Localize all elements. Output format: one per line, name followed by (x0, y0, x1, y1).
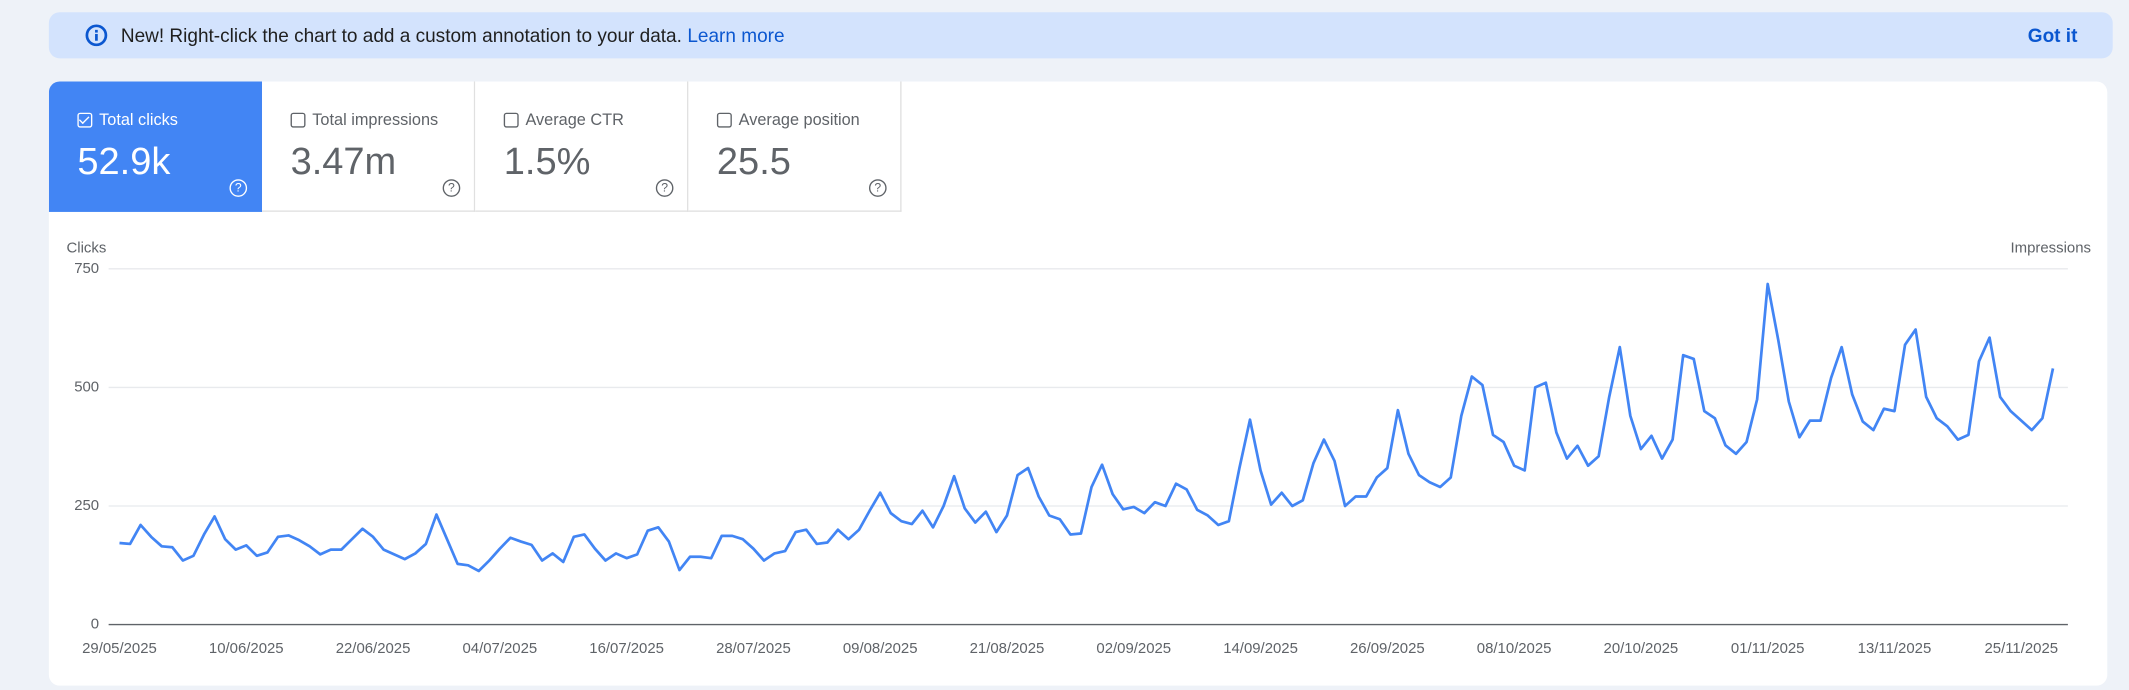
x-tick-label: 04/07/2025 (462, 640, 537, 657)
x-tick-label: 26/09/2025 (1350, 640, 1425, 657)
metric-label: Average position (738, 109, 860, 129)
banner-message: New! Right-click the chart to add a cust… (121, 24, 785, 46)
metric-tab[interactable]: Total impressions 3.47m? (262, 81, 476, 212)
help-icon: ? (229, 179, 248, 197)
checkbox (716, 112, 732, 128)
x-tick-label: 20/10/2025 (1604, 640, 1679, 657)
chart: Clicks Impressions 0 250 500 750 29/05/2025 1… (67, 239, 2091, 657)
metric-tab[interactable]: Average CTR 1.5%? (475, 81, 689, 212)
x-tick-label: 16/07/2025 (589, 640, 664, 657)
metric-label: Average CTR (525, 109, 624, 129)
performance-card: Total clicks 52.9k? Total impressions 3.47m… (48, 81, 2108, 686)
announcement-banner: New! Right-click the chart to add a cust… (48, 12, 2113, 59)
y-tick-label: 500 (74, 378, 99, 395)
metric-value: 52.9k (77, 139, 171, 182)
info-icon (85, 24, 108, 47)
y-axis-label: Clicks (67, 239, 107, 256)
x-tick-label: 14/09/2025 (1223, 640, 1298, 657)
checkbox (77, 112, 93, 128)
banner-text: New! Right-click the chart to add a cust… (120, 24, 682, 47)
x-tick-label: 21/08/2025 (970, 640, 1045, 657)
learn-more-link[interactable]: Learn more (687, 24, 785, 47)
clicks-line (119, 282, 2055, 573)
help-icon: ? (442, 179, 461, 197)
got-it-button[interactable]: Got it (2027, 24, 2078, 47)
metric-tab[interactable]: Average position 25.5? (688, 81, 902, 212)
x-tick-label: 01/11/2025 (1731, 640, 1805, 657)
help-icon: ? (655, 179, 674, 197)
x-tick-label: 13/11/2025 (1858, 640, 1932, 657)
y-tick-label: 750 (74, 260, 99, 277)
metric-value: 3.47m (290, 139, 397, 182)
x-tick-label: 09/08/2025 (843, 640, 918, 657)
checkbox (290, 112, 306, 128)
metric-tab[interactable]: Total clicks 52.9k? (48, 81, 263, 212)
metric-tabs: Total clicks 52.9k? Total impressions 3.47m… (48, 81, 902, 212)
metric-value: 25.5 (716, 139, 791, 182)
metric-label: Total impressions (312, 109, 439, 129)
y2-axis-label: Impressions (2011, 239, 2091, 256)
y-tick-label: 250 (74, 497, 99, 514)
x-tick-label: 25/11/2025 (1984, 640, 2058, 657)
help-icon: ? (868, 179, 887, 197)
x-tick-label: 02/09/2025 (1096, 640, 1171, 657)
metric-label: Total clicks (99, 109, 178, 129)
checkbox (503, 112, 519, 128)
x-tick-label: 29/05/2025 (82, 640, 157, 657)
x-tick-label: 28/07/2025 (716, 640, 791, 657)
y-tick-label: 0 (91, 616, 99, 633)
x-tick-label: 08/10/2025 (1477, 640, 1552, 657)
x-tick-label: 10/06/2025 (209, 640, 284, 657)
x-tick-label: 22/06/2025 (336, 640, 411, 657)
metric-value: 1.5% (503, 139, 591, 182)
